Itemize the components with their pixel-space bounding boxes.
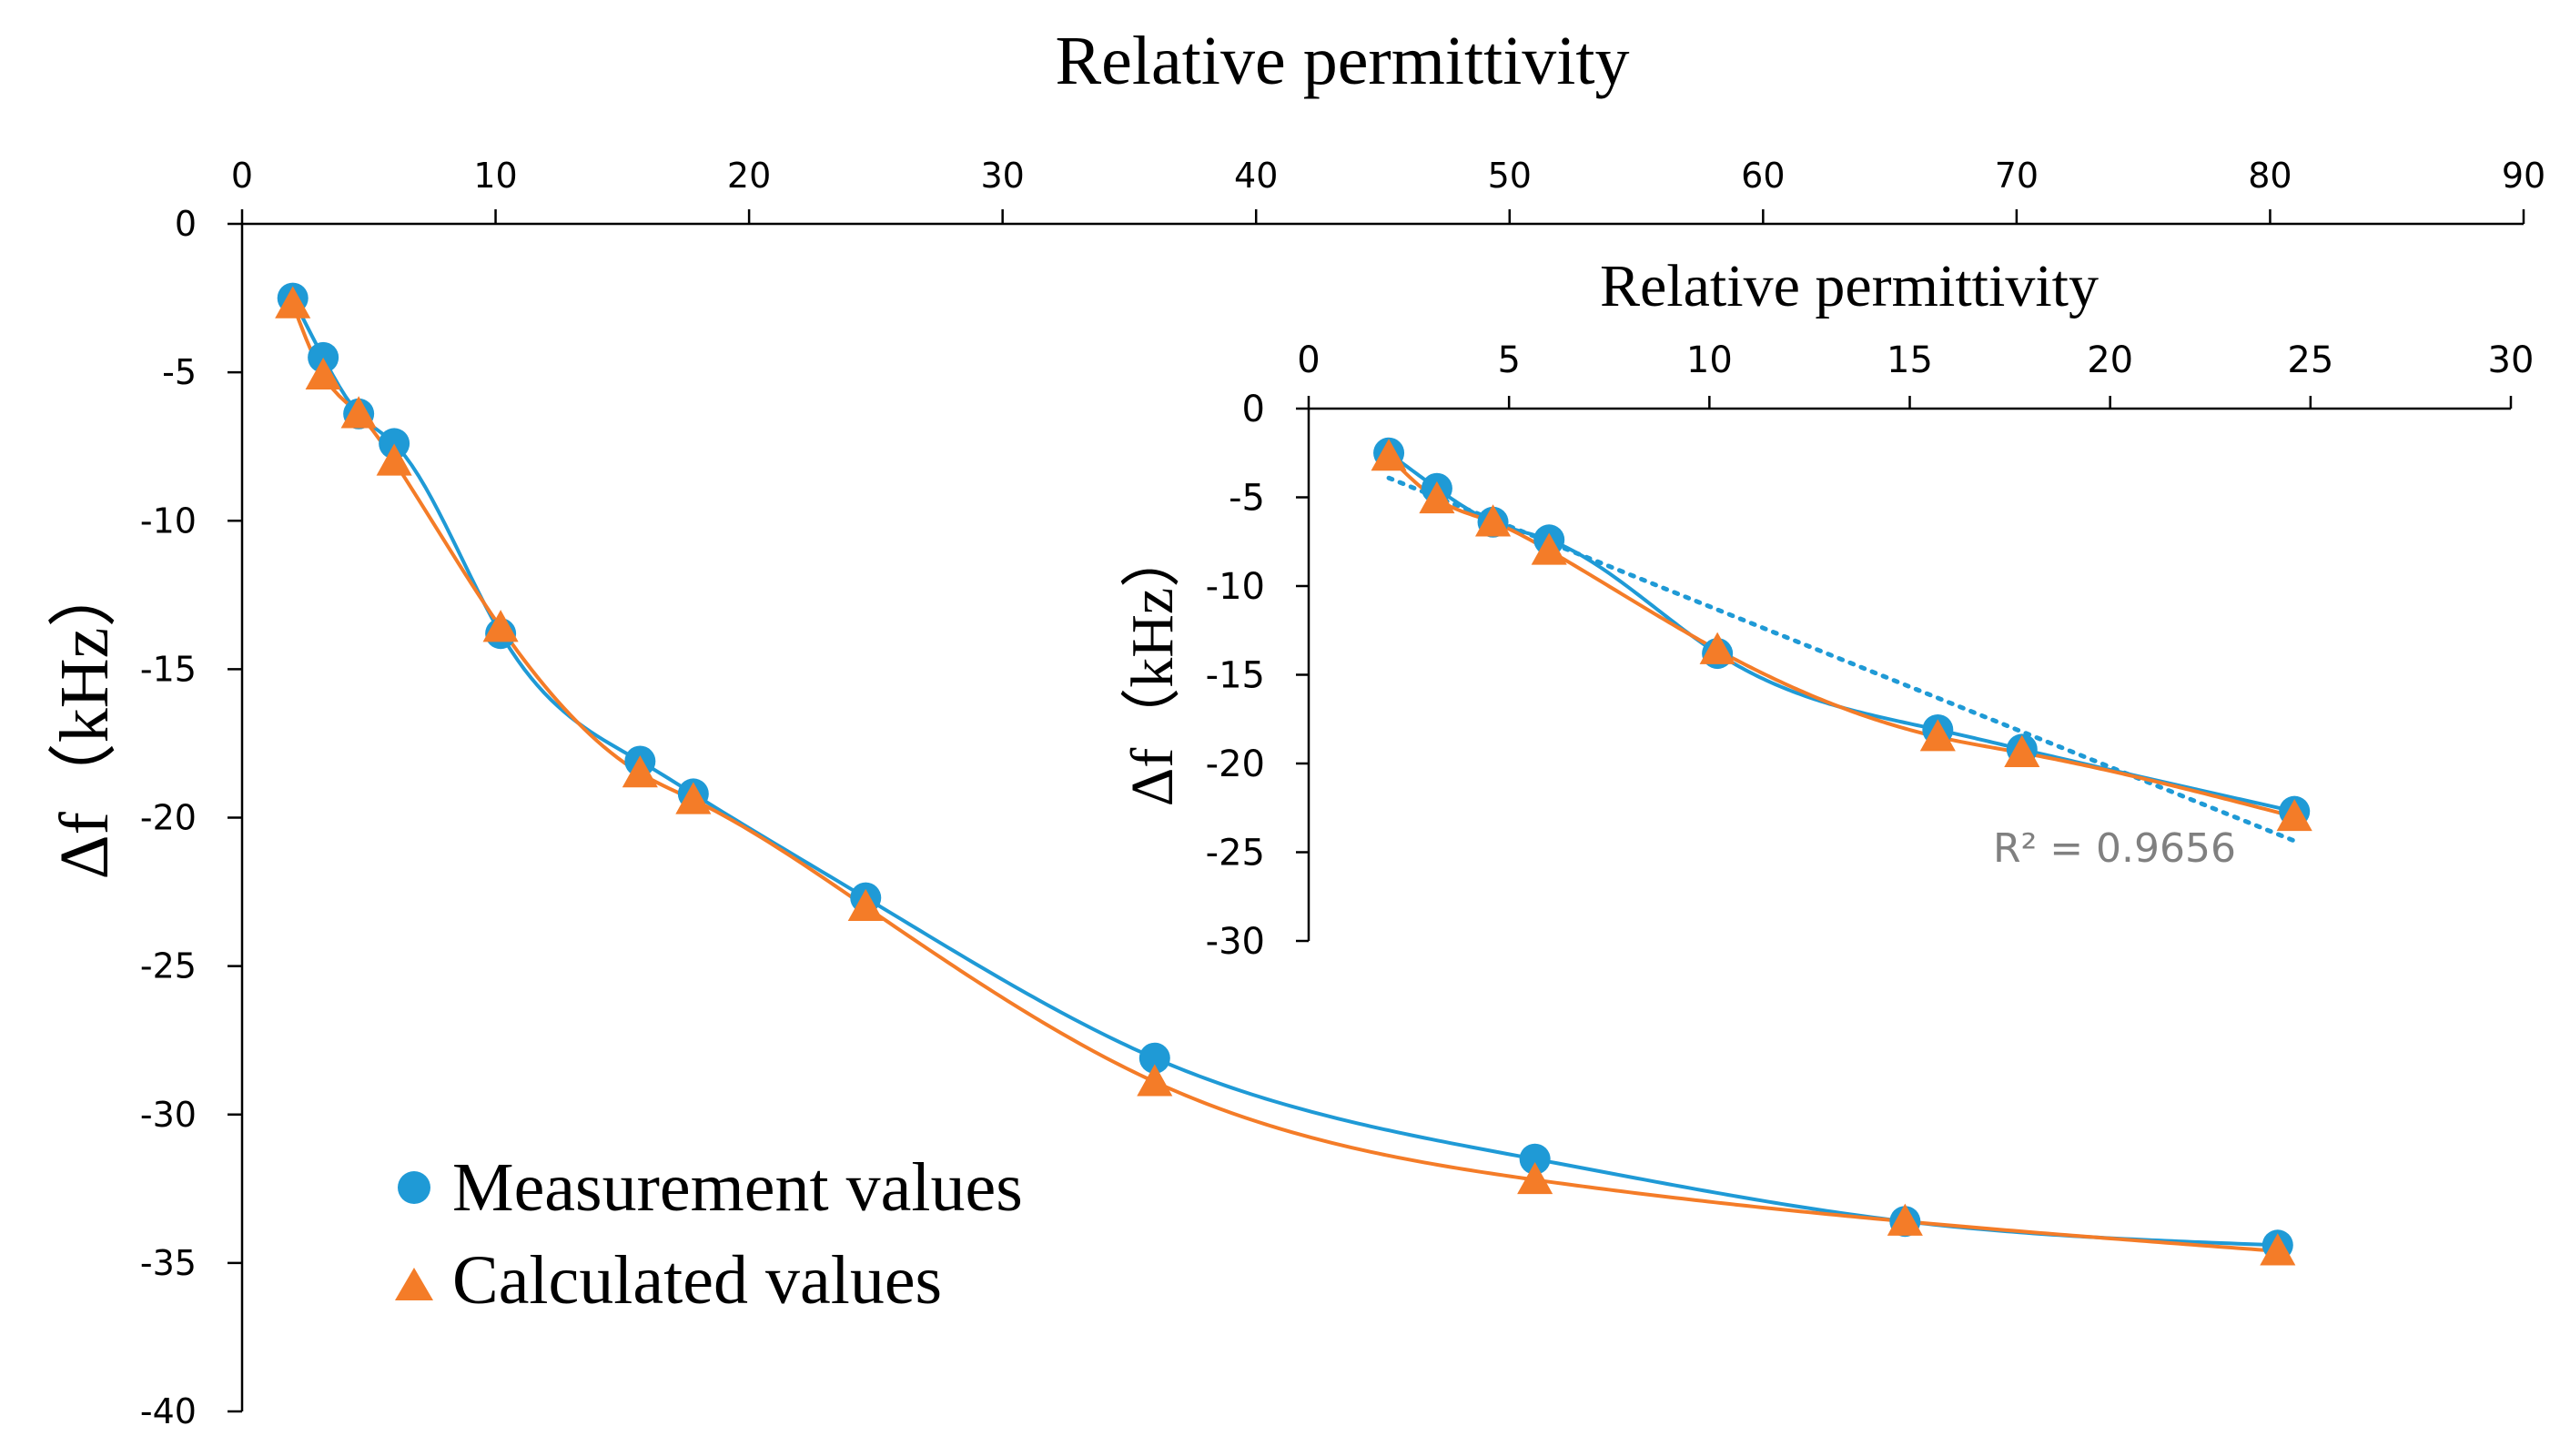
inset-y-tick-label: -20 (1206, 743, 1265, 785)
inset-x-tick-label: 20 (2087, 339, 2133, 381)
main-calculated-point (376, 443, 412, 476)
inset-calculated-point (2004, 734, 2040, 767)
inset-calculated-point (1699, 632, 1735, 664)
main-calculated-point (847, 888, 884, 922)
legend-label-measurement: Measurement values (452, 1149, 1023, 1226)
main-x-tick-label: 50 (1488, 156, 1532, 196)
inset-x-tick-label: 25 (2287, 339, 2333, 381)
inset-x-tick-label: 30 (2488, 339, 2535, 381)
main-x-tick-label: 70 (1995, 156, 2039, 196)
inset-calculated-point (1531, 532, 1567, 565)
main-y-tick-label: 0 (175, 204, 197, 244)
main-calculated-point (340, 396, 377, 429)
inset-calculated-point (1475, 504, 1512, 537)
main-y-tick-label: -30 (140, 1095, 197, 1135)
inset-linear-fit-line (1386, 475, 2297, 844)
main-y-tick-label: -20 (140, 798, 197, 838)
main-x-tick-label: 90 (2502, 156, 2545, 196)
main-y-tick-label: -5 (162, 352, 197, 392)
main-measurement-point (1138, 1042, 1170, 1074)
main-calculated-point (305, 357, 341, 390)
main-calculated-point (482, 610, 519, 642)
main-calculated-point (1517, 1161, 1553, 1195)
inset-y-tick-label: -5 (1229, 478, 1265, 520)
legend: Measurement values Calculated values (395, 1149, 1023, 1319)
main-y-tick-label: -25 (140, 946, 197, 986)
r-squared-annotation: R² = 0.9656 (1993, 825, 2236, 872)
inset-y-tick-label: 0 (1242, 389, 1265, 430)
main-x-axis-title: Relative permittivity (1055, 23, 1629, 99)
main-y-tick-label: -40 (140, 1391, 197, 1431)
main-y-tick-label: -35 (140, 1243, 197, 1283)
inset-y-tick-label: -25 (1206, 833, 1265, 875)
inset-x-tick-label: 15 (1887, 339, 1933, 381)
inset-y-tick-label: -15 (1206, 655, 1265, 697)
inset-calculated-point (1371, 439, 1407, 471)
main-plot: 0 10 20 30 40 50 60 70 80 900-5-10-15-20-25-30-35… (140, 156, 2545, 1431)
legend-label-calculated: Calculated values (452, 1242, 942, 1319)
main-x-tick-label: 30 (980, 156, 1024, 196)
inset-trend-line-measurement (1387, 451, 2295, 814)
inset-trend-line-calculated (1387, 455, 2295, 819)
inset-x-tick-label: 5 (1497, 339, 1520, 381)
inset-y-tick-label: -10 (1206, 566, 1265, 608)
main-x-tick-label: 60 (1741, 156, 1785, 196)
inset-y-axis-title: Δf（kHz） (1119, 528, 1186, 806)
main-x-tick-label: 40 (1234, 156, 1278, 196)
main-measurement-point (1519, 1143, 1551, 1175)
main-calculated-point (675, 782, 712, 814)
main-x-tick-label: 80 (2248, 156, 2292, 196)
main-measurement-point (308, 341, 339, 373)
legend-circle-marker (398, 1171, 430, 1204)
inset-x-tick-label: 10 (1686, 339, 1733, 381)
main-trend-line-calculated (290, 303, 2278, 1253)
main-measurement-point (379, 428, 410, 460)
main-y-tick-label: -10 (140, 500, 197, 541)
inset-calculated-point (1919, 719, 1956, 752)
main-calculated-point (622, 755, 658, 788)
main-calculated-point (275, 286, 311, 318)
main-calculated-point (1137, 1064, 1173, 1097)
main-y-axis-title: Δf（kHz） (46, 559, 123, 880)
inset-x-tick-label: 0 (1297, 339, 1320, 381)
inset-calculated-point (2276, 798, 2312, 832)
inset-calculated-point (1419, 480, 1455, 514)
main-trend-line-measurement (290, 297, 2278, 1248)
main-calculated-point (1887, 1203, 1923, 1236)
main-calculated-point (2260, 1233, 2296, 1266)
legend-triangle-marker (395, 1268, 433, 1300)
main-x-tick-label: 20 (727, 156, 771, 196)
inset-x-axis-title: Relative permittivity (1600, 253, 2099, 319)
main-x-tick-label: 10 (473, 156, 517, 196)
inset-plot: 0 5 10 15 20 25 30 0 -5 -10 -15 -20 -25 -30 (1206, 339, 2535, 963)
main-x-tick-label: 0 (231, 156, 253, 196)
main-y-tick-label: -15 (140, 649, 197, 689)
inset-y-tick-label: -30 (1206, 921, 1265, 963)
